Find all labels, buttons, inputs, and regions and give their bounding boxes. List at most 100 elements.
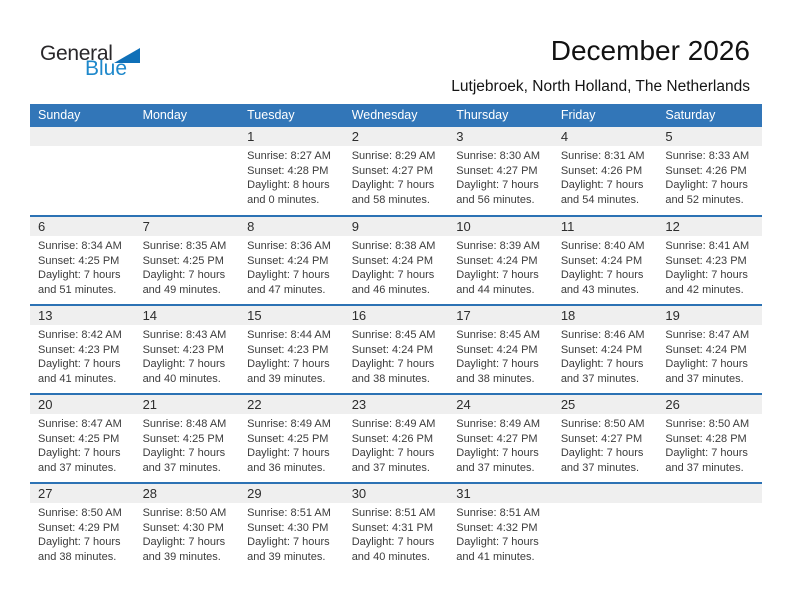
day-header-wednesday: Wednesday [343, 104, 449, 127]
daylight-text: Daylight: 7 hours and 56 minutes. [456, 179, 539, 206]
sunrise-text: Sunrise: 8:51 AM [351, 507, 436, 519]
day-number-band: 17 [448, 306, 553, 325]
sunrise-text: Sunrise: 8:47 AM [38, 418, 122, 430]
day-number: 27 [38, 486, 53, 501]
sunrise-text: Sunrise: 8:33 AM [665, 150, 750, 162]
day-number: 4 [560, 129, 569, 144]
sunset-text: Sunset: 4:24 PM [351, 343, 434, 356]
day-number-band: 24 [448, 395, 553, 414]
logo-text-general: General [40, 42, 113, 65]
day-number-band: 20 [30, 395, 135, 414]
day-cell: 18 Sunrise: 8:46 AM Sunset: 4:24 PM Dayligh… [552, 304, 658, 394]
day-number-band: 25 [552, 395, 658, 414]
day-number: 18 [560, 308, 576, 323]
day-details: Sunrise: 8:51 AM Sunset: 4:30 PM Daylight:… [239, 503, 344, 564]
sunrise-text: Sunrise: 8:50 AM [142, 507, 227, 519]
day-number: 14 [142, 308, 158, 323]
day-cell: 6 Sunrise: 8:34 AM Sunset: 4:25 PM Daylight… [30, 215, 135, 305]
page-title: December 2026 [550, 35, 750, 66]
day-cell: 1 Sunrise: 8:27 AM Sunset: 4:28 PM Daylight… [239, 127, 344, 216]
logo-row: General [40, 42, 140, 65]
day-details: Sunrise: 8:50 AM Sunset: 4:27 PM Daylight:… [553, 414, 658, 475]
daylight-text: Daylight: 7 hours and 43 minutes. [560, 269, 644, 296]
day-details: Sunrise: 8:42 AM Sunset: 4:23 PM Daylight:… [30, 325, 135, 386]
sunset-text: Sunset: 4:24 PM [247, 254, 329, 267]
day-number: 26 [665, 397, 680, 412]
sunrise-text: Sunrise: 8:46 AM [560, 329, 645, 341]
logo-triangle-icon [113, 48, 140, 63]
day-number: 13 [38, 308, 53, 323]
daylight-text: Daylight: 7 hours and 36 minutes. [247, 447, 330, 474]
day-details: Sunrise: 8:33 AM Sunset: 4:26 PM Daylight:… [657, 146, 762, 207]
daylight-text: Daylight: 7 hours and 39 minutes. [142, 536, 226, 563]
day-number: 17 [456, 308, 471, 323]
sunrise-text: Sunrise: 8:45 AM [456, 329, 541, 341]
day-number-band [134, 127, 240, 146]
day-number: 11 [560, 219, 575, 234]
daylight-text: Daylight: 7 hours and 47 minutes. [247, 269, 330, 296]
sunrise-text: Sunrise: 8:29 AM [351, 150, 436, 162]
day-number: 23 [351, 397, 367, 412]
sunrise-text: Sunrise: 8:47 AM [665, 329, 750, 341]
sunset-text: Sunset: 4:23 PM [665, 254, 747, 267]
day-details: Sunrise: 8:47 AM Sunset: 4:25 PM Daylight:… [30, 414, 135, 475]
day-number: 6 [38, 219, 46, 234]
day-number-band: 8 [239, 217, 344, 236]
day-number-band: 5 [657, 127, 762, 146]
day-details: Sunrise: 8:45 AM Sunset: 4:24 PM Daylight:… [344, 325, 449, 386]
day-cell: 4 Sunrise: 8:31 AM Sunset: 4:26 PM Daylight… [552, 127, 658, 216]
day-cell: 27 Sunrise: 8:50 AM Sunset: 4:29 PM Dayligh… [30, 482, 135, 572]
day-number-band: 15 [239, 306, 344, 325]
day-header-monday: Monday [134, 104, 240, 127]
sunrise-text: Sunrise: 8:40 AM [560, 240, 645, 252]
sunset-text: Sunset: 4:24 PM [456, 254, 538, 267]
day-details: Sunrise: 8:30 AM Sunset: 4:27 PM Daylight:… [448, 146, 553, 207]
daylight-text: Daylight: 7 hours and 44 minutes. [456, 269, 539, 296]
day-details: Sunrise: 8:31 AM Sunset: 4:26 PM Daylight:… [553, 146, 658, 207]
day-number: 10 [456, 219, 471, 234]
day-details: Sunrise: 8:47 AM Sunset: 4:24 PM Daylight:… [657, 325, 762, 386]
daylight-text: Daylight: 7 hours and 51 minutes. [38, 269, 121, 296]
day-number-band: 16 [343, 306, 449, 325]
day-number-band: 11 [552, 217, 658, 236]
sunrise-text: Sunrise: 8:34 AM [38, 240, 122, 252]
day-number-band [552, 484, 658, 503]
day-details: Sunrise: 8:27 AM Sunset: 4:28 PM Daylight:… [239, 146, 344, 207]
sunset-text: Sunset: 4:26 PM [560, 164, 643, 177]
sunrise-text: Sunrise: 8:49 AM [456, 418, 541, 430]
daylight-text: Daylight: 7 hours and 41 minutes. [456, 536, 539, 563]
day-number: 2 [351, 129, 359, 144]
day-number-band: 26 [657, 395, 762, 414]
day-details: Sunrise: 8:35 AM Sunset: 4:25 PM Daylight:… [135, 236, 240, 297]
day-number: 21 [142, 397, 158, 412]
sunrise-text: Sunrise: 8:49 AM [247, 418, 331, 430]
sunrise-text: Sunrise: 8:45 AM [351, 329, 436, 341]
day-cell: 15 Sunrise: 8:44 AM Sunset: 4:23 PM Dayligh… [239, 304, 344, 394]
day-number: 7 [142, 219, 150, 234]
day-header-sunday: Sunday [30, 104, 135, 127]
day-cell: 3 Sunrise: 8:30 AM Sunset: 4:27 PM Daylight… [448, 127, 553, 216]
day-details: Sunrise: 8:29 AM Sunset: 4:27 PM Daylight:… [344, 146, 449, 207]
sunrise-text: Sunrise: 8:35 AM [142, 240, 227, 252]
day-number: 16 [351, 308, 367, 323]
day-cell: 14 Sunrise: 8:43 AM Sunset: 4:23 PM Dayligh… [134, 304, 240, 394]
daylight-text: Daylight: 7 hours and 41 minutes. [38, 358, 121, 385]
day-number-band: 23 [343, 395, 449, 414]
sunset-text: Sunset: 4:32 PM [456, 521, 538, 534]
sunrise-text: Sunrise: 8:50 AM [665, 418, 750, 430]
daylight-text: Daylight: 7 hours and 38 minutes. [456, 358, 539, 385]
day-number-band: 4 [552, 127, 658, 146]
day-number-band: 28 [134, 484, 240, 503]
sunset-text: Sunset: 4:24 PM [560, 254, 643, 267]
day-number: 20 [38, 397, 53, 412]
daylight-text: Daylight: 7 hours and 39 minutes. [247, 358, 330, 385]
sunrise-text: Sunrise: 8:27 AM [247, 150, 331, 162]
day-details: Sunrise: 8:50 AM Sunset: 4:29 PM Daylight:… [30, 503, 135, 564]
day-number-band: 10 [448, 217, 553, 236]
day-cell: 25 Sunrise: 8:50 AM Sunset: 4:27 PM Dayligh… [552, 393, 658, 483]
calendar-table: Sunday Monday Tuesday Wednesday Thursday Frid… [30, 104, 762, 572]
day-cell: 21 Sunrise: 8:48 AM Sunset: 4:25 PM Dayligh… [134, 393, 240, 483]
daylight-text: Daylight: 7 hours and 37 minutes. [560, 447, 644, 474]
day-number: 31 [456, 486, 471, 501]
day-details: Sunrise: 8:49 AM Sunset: 4:26 PM Daylight:… [344, 414, 449, 475]
